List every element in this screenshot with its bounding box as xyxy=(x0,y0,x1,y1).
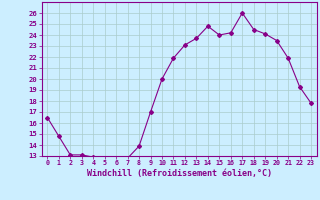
X-axis label: Windchill (Refroidissement éolien,°C): Windchill (Refroidissement éolien,°C) xyxy=(87,169,272,178)
